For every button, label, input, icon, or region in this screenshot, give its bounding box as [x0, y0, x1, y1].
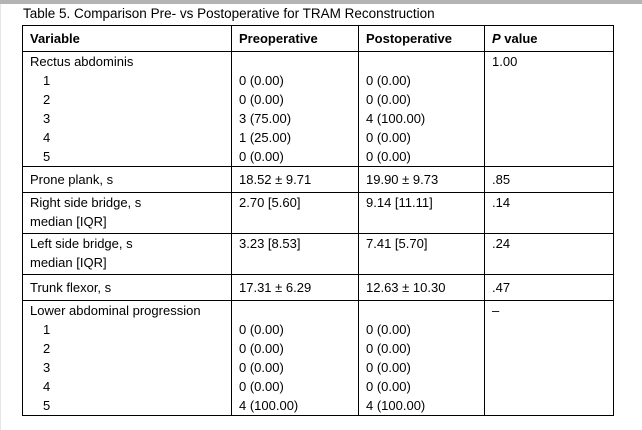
cell-line: 0 (0.00) [366, 360, 411, 375]
table-header-row: Variable Preoperative Postoperative P va… [23, 26, 613, 51]
cell-line: 0 (0.00) [366, 149, 411, 164]
cell-postoperative: 9.14 [11.11] [358, 193, 484, 233]
cell-line: 0 (0.00) [366, 73, 411, 88]
cell-postoperative: 0 (0.00) 0 (0.00) 0 (0.00) 0 (0.00) 4 (1… [358, 301, 484, 415]
table-row-right-side-bridge: Right side bridge, s median [IQR] 2.70 [… [23, 192, 613, 233]
cell-line: 0 (0.00) [366, 92, 411, 107]
cell-line: 0 (0.00) [239, 92, 284, 107]
p-value-italic-p: P [492, 31, 501, 46]
cell-variable: Left side bridge, s median [IQR] [23, 234, 231, 274]
cell-preoperative: 18.52 ± 9.71 [231, 167, 358, 192]
cell-line: median [IQR] [30, 255, 107, 270]
cell-line: .14 [492, 195, 511, 210]
cell-variable: Prone plank, s [30, 172, 114, 187]
cell-line: 4 [43, 130, 51, 145]
cell-line: 0 (0.00) [366, 130, 411, 145]
header-variable: Variable [30, 31, 80, 46]
header-preoperative: Preoperative [231, 26, 358, 51]
table-row-trunk-flexor: Trunk flexor, s 17.31 ± 6.29 12.63 ± 10.… [23, 274, 613, 300]
cell-line: Rectus abdominis [30, 54, 134, 69]
page-top-edge [0, 0, 642, 4]
cell-line: 0 (0.00) [239, 341, 284, 356]
cell-line: 4 (100.00) [239, 398, 299, 413]
cell-postoperative: 12.63 ± 10.30 [358, 275, 484, 300]
cell-line: 2.70 [5.60] [239, 195, 301, 210]
cell-line: 9.14 [11.11] [366, 195, 433, 210]
cell-preoperative: 3.23 [8.53] [231, 234, 358, 274]
cell-line: median [IQR] [30, 214, 107, 229]
table-caption: Table 5. Comparison Pre- vs Postoperativ… [23, 6, 435, 21]
header-p-value: P value [484, 26, 613, 51]
cell-postoperative: 7.41 [5.70] [358, 234, 484, 274]
cell-preoperative: 0 (0.00) 0 (0.00) 3 (75.00) 1 (25.00) 0 … [231, 52, 358, 166]
cell-line: 4 (100.00) [366, 398, 426, 413]
cell-variable: Trunk flexor, s [30, 280, 112, 295]
table-row-rectus-abdominis: Rectus abdominis 1 2 3 4 5 0 (0.00) 0 (0… [23, 51, 613, 166]
cell-variable: Rectus abdominis 1 2 3 4 5 [23, 52, 231, 166]
cell-line: 1 [43, 322, 51, 337]
cell-line [366, 301, 480, 320]
cell-line [366, 52, 480, 71]
cell-line: 5 [43, 149, 51, 164]
cell-line: 0 (0.00) [366, 341, 411, 356]
cell-postoperative: 0 (0.00) 0 (0.00) 4 (100.00) 0 (0.00) 0 … [358, 52, 484, 166]
cell-line: Lower abdominal progression [30, 303, 201, 318]
cell-p-value: .14 [484, 193, 613, 233]
cell-line: 2 [43, 341, 51, 356]
cell-line: Left side bridge, s [30, 236, 133, 251]
cell-line: 0 (0.00) [239, 149, 284, 164]
header-postoperative: Postoperative [358, 26, 484, 51]
cell-line: 7.41 [5.70] [366, 236, 428, 251]
cell-line: 3 (75.00) [239, 111, 292, 126]
cell-line: 3 [43, 111, 51, 126]
cell-line [239, 301, 354, 320]
p-value-rest: value [500, 31, 538, 46]
table-row-lower-abdominal-progression: Lower abdominal progression 1 2 3 4 5 0 … [23, 300, 613, 415]
cell-line: 0 (0.00) [239, 360, 284, 375]
table-row-prone-plank: Prone plank, s 18.52 ± 9.71 19.90 ± 9.73… [23, 166, 613, 192]
cell-line [239, 52, 354, 71]
cell-variable: Right side bridge, s median [IQR] [23, 193, 231, 233]
cell-line: 2 [43, 92, 51, 107]
cell-line: 3.23 [8.53] [239, 236, 301, 251]
table-row-left-side-bridge: Left side bridge, s median [IQR] 3.23 [8… [23, 233, 613, 274]
cell-line: 0 (0.00) [239, 379, 284, 394]
cell-p-value: – [484, 301, 613, 415]
cell-p-value: .24 [484, 234, 613, 274]
cell-line: 0 (0.00) [366, 379, 411, 394]
cell-preoperative: 2.70 [5.60] [231, 193, 358, 233]
cell-line: .24 [492, 236, 511, 251]
cell-line: 4 (100.00) [366, 111, 426, 126]
cell-line: 1 [43, 73, 51, 88]
comparison-table: Variable Preoperative Postoperative P va… [22, 25, 614, 416]
cell-preoperative: 0 (0.00) 0 (0.00) 0 (0.00) 0 (0.00) 4 (1… [231, 301, 358, 415]
cell-line: 0 (0.00) [239, 322, 284, 337]
page-left-edge [0, 4, 1, 430]
cell-p-value: 1.00 [484, 52, 613, 166]
cell-line: 5 [43, 398, 51, 413]
cell-preoperative: 17.31 ± 6.29 [231, 275, 358, 300]
cell-postoperative: 19.90 ± 9.73 [358, 167, 484, 192]
cell-line: 3 [43, 360, 51, 375]
cell-line: 0 (0.00) [239, 73, 284, 88]
cell-variable: Lower abdominal progression 1 2 3 4 5 [23, 301, 231, 415]
cell-line: – [492, 303, 500, 318]
cell-line: 1 (25.00) [239, 130, 292, 145]
cell-line: Right side bridge, s [30, 195, 142, 210]
cell-line: 0 (0.00) [366, 322, 411, 337]
cell-p-value: .85 [484, 167, 613, 192]
cell-line: 4 [43, 379, 51, 394]
cell-p-value: .47 [484, 275, 613, 300]
cell-line: 1.00 [492, 54, 518, 69]
